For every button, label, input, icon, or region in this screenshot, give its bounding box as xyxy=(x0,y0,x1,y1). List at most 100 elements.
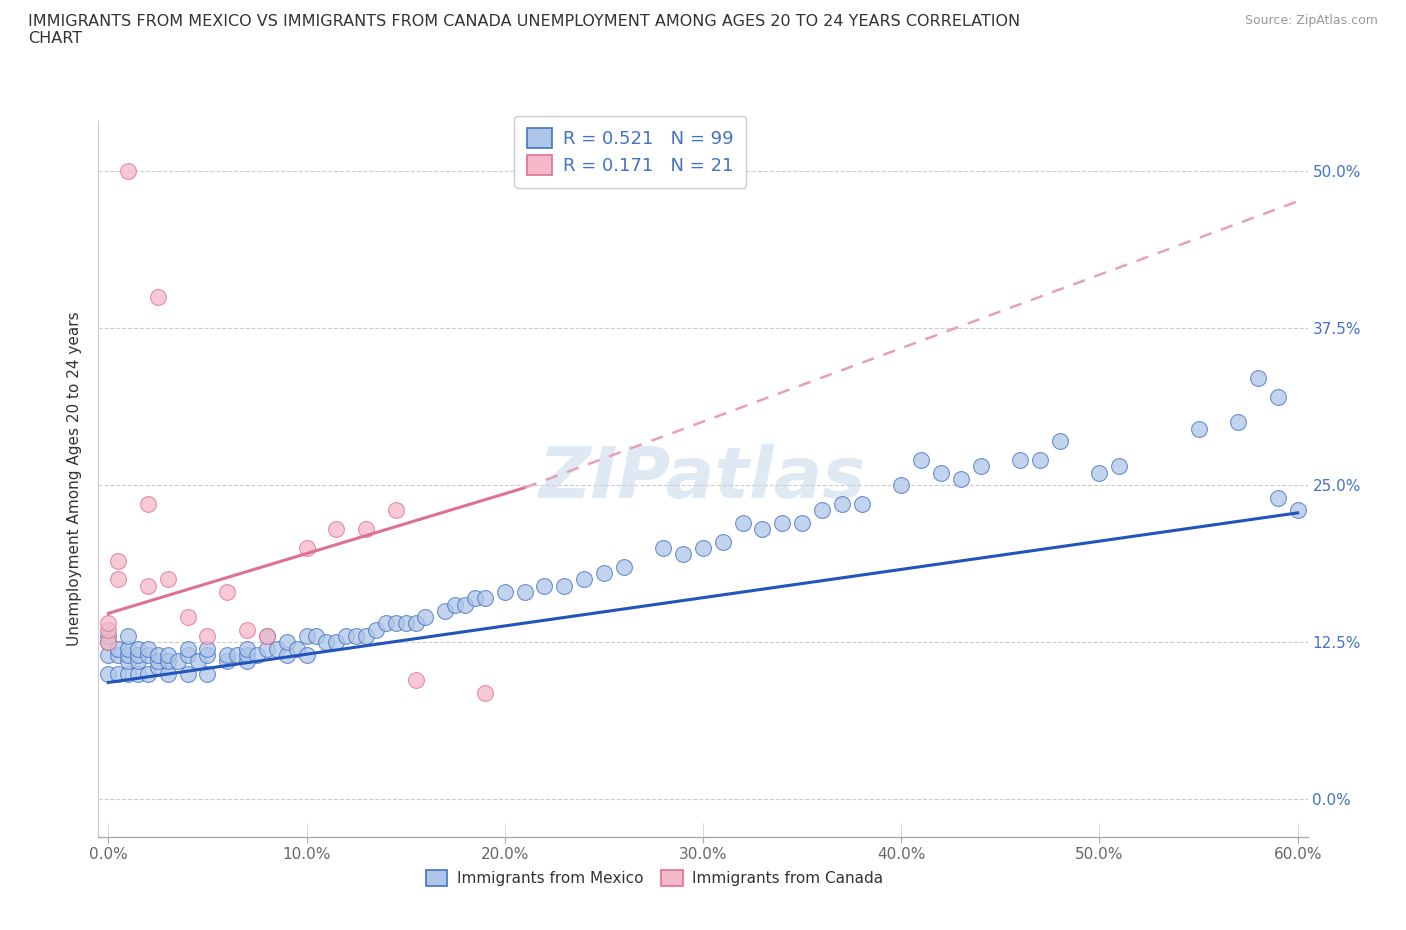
Point xyxy=(236,654,259,669)
Point xyxy=(770,515,793,530)
Point xyxy=(1227,415,1250,430)
Point xyxy=(325,522,347,537)
Text: IMMIGRANTS FROM MEXICO VS IMMIGRANTS FROM CANADA UNEMPLOYMENT AMONG AGES 20 TO 2: IMMIGRANTS FROM MEXICO VS IMMIGRANTS FRO… xyxy=(28,14,1021,46)
Point xyxy=(969,458,991,473)
Point xyxy=(344,629,367,644)
Point xyxy=(811,503,834,518)
Point xyxy=(97,666,120,681)
Point xyxy=(117,666,139,681)
Point xyxy=(166,654,188,669)
Point xyxy=(751,522,773,537)
Point xyxy=(117,641,139,656)
Legend: Immigrants from Mexico, Immigrants from Canada: Immigrants from Mexico, Immigrants from … xyxy=(419,862,891,894)
Point xyxy=(136,578,159,593)
Point xyxy=(217,585,239,600)
Point xyxy=(117,647,139,662)
Point xyxy=(127,641,149,656)
Point xyxy=(851,497,873,512)
Point xyxy=(246,647,269,662)
Point xyxy=(276,647,298,662)
Point xyxy=(146,647,169,662)
Point xyxy=(1108,458,1130,473)
Point xyxy=(107,553,129,568)
Point xyxy=(949,472,972,486)
Point xyxy=(156,666,179,681)
Point xyxy=(146,654,169,669)
Point xyxy=(790,515,813,530)
Point xyxy=(107,641,129,656)
Text: Source: ZipAtlas.com: Source: ZipAtlas.com xyxy=(1244,14,1378,27)
Point xyxy=(176,647,198,662)
Point xyxy=(107,647,129,662)
Point xyxy=(97,635,120,650)
Point xyxy=(97,647,120,662)
Point xyxy=(1010,453,1032,468)
Point xyxy=(295,629,318,644)
Point xyxy=(226,647,249,662)
Point xyxy=(405,616,427,631)
Point xyxy=(553,578,575,593)
Point xyxy=(107,572,129,587)
Point xyxy=(197,641,219,656)
Point xyxy=(374,616,396,631)
Point xyxy=(384,503,406,518)
Point xyxy=(236,647,259,662)
Point xyxy=(146,660,169,675)
Point xyxy=(1267,390,1289,405)
Point xyxy=(405,672,427,687)
Point xyxy=(692,540,714,555)
Point xyxy=(315,635,337,650)
Point xyxy=(256,641,278,656)
Point xyxy=(127,647,149,662)
Point xyxy=(117,654,139,669)
Point xyxy=(395,616,418,631)
Point xyxy=(464,591,486,605)
Point xyxy=(415,610,437,625)
Point xyxy=(156,572,179,587)
Point xyxy=(364,622,387,637)
Point xyxy=(117,629,139,644)
Point xyxy=(127,654,149,669)
Point xyxy=(384,616,406,631)
Point xyxy=(444,597,467,612)
Point xyxy=(97,629,120,644)
Point xyxy=(1267,490,1289,505)
Point xyxy=(97,635,120,650)
Point xyxy=(494,585,516,600)
Point xyxy=(156,654,179,669)
Point xyxy=(325,635,347,650)
Point xyxy=(256,629,278,644)
Point xyxy=(454,597,477,612)
Point xyxy=(1088,465,1111,480)
Point xyxy=(217,654,239,669)
Point xyxy=(127,666,149,681)
Point xyxy=(731,515,754,530)
Point xyxy=(1049,433,1071,448)
Point xyxy=(652,540,675,555)
Point xyxy=(295,540,318,555)
Y-axis label: Unemployment Among Ages 20 to 24 years: Unemployment Among Ages 20 to 24 years xyxy=(67,312,83,646)
Point xyxy=(217,647,239,662)
Point xyxy=(474,591,496,605)
Point xyxy=(434,604,457,618)
Point xyxy=(305,629,328,644)
Point xyxy=(197,666,219,681)
Point xyxy=(266,641,288,656)
Point xyxy=(156,647,179,662)
Point xyxy=(176,610,198,625)
Point xyxy=(136,647,159,662)
Point xyxy=(613,560,636,575)
Point xyxy=(117,164,139,179)
Point xyxy=(136,641,159,656)
Point xyxy=(97,622,120,637)
Point xyxy=(354,522,377,537)
Point xyxy=(276,635,298,650)
Point xyxy=(593,565,616,580)
Point xyxy=(136,666,159,681)
Point xyxy=(97,616,120,631)
Point xyxy=(197,629,219,644)
Point xyxy=(146,289,169,304)
Point xyxy=(236,622,259,637)
Point xyxy=(711,535,734,550)
Point xyxy=(285,641,308,656)
